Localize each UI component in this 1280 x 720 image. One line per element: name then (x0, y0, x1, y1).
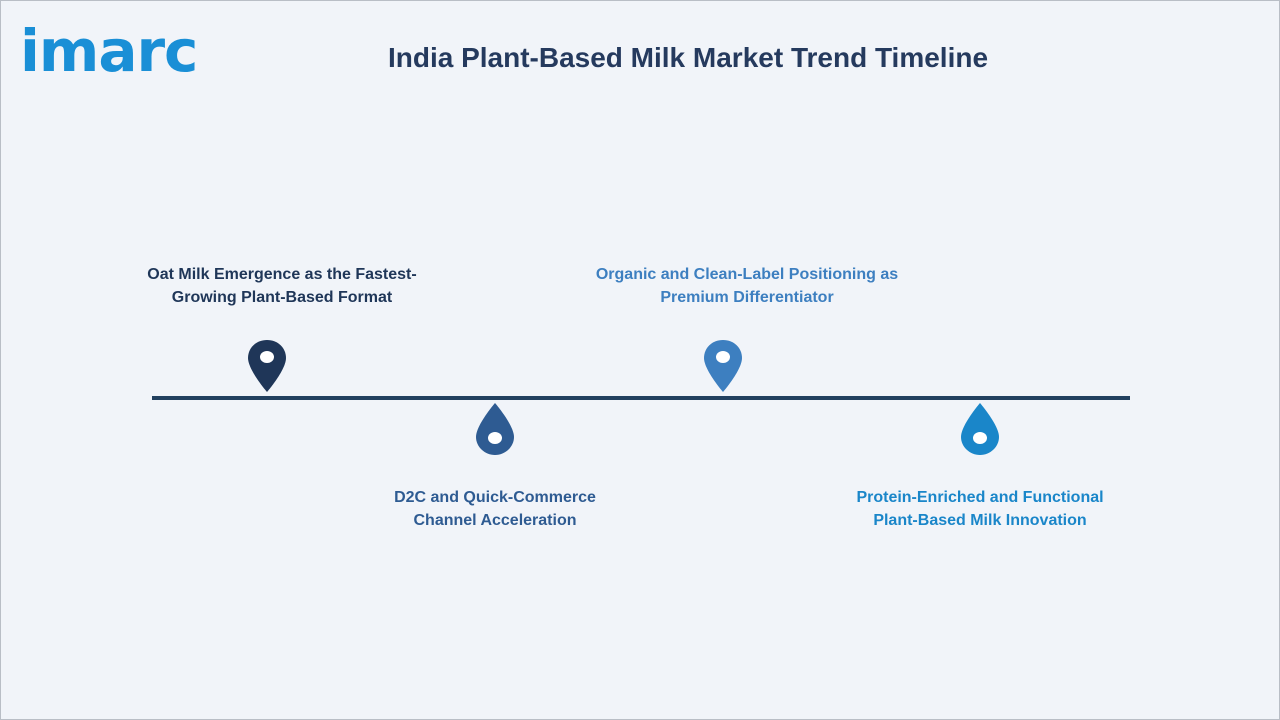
map-pin-icon-1 (248, 340, 286, 392)
milestone-4-line1: Protein-Enriched and Functional (856, 489, 1104, 506)
milestone-1-line1: Oat Milk Emergence as the Fastest- (147, 266, 417, 283)
milestone-2-line2: Channel Acceleration (413, 512, 577, 529)
logo-text: imarc (20, 17, 198, 85)
drop-icon-2 (476, 403, 514, 455)
drop-icon-4 (961, 403, 999, 455)
milestone-4-line2: Plant-Based Milk Innovation (873, 512, 1087, 529)
page-title: India Plant-Based Milk Market Trend Time… (387, 42, 989, 73)
milestone-2-line1: D2C and Quick-Commerce (394, 489, 596, 506)
milestone-3-line2: Premium Differentiator (660, 289, 834, 306)
milestone-3-line1: Organic and Clean-Label Positioning as (595, 266, 899, 283)
milestone-1-line2: Growing Plant-Based Format (171, 289, 393, 306)
milestone-4-label: Protein-Enriched and Functional Plant-Ba… (820, 486, 1140, 532)
milestone-2-label: D2C and Quick-Commerce Channel Accelerat… (335, 486, 655, 532)
map-pin-icon-3 (704, 340, 742, 392)
timeline-line (152, 396, 1130, 400)
milestone-1-label: Oat Milk Emergence as the Fastest- Growi… (122, 263, 442, 309)
milestone-3-label: Organic and Clean-Label Positioning as P… (557, 263, 937, 309)
